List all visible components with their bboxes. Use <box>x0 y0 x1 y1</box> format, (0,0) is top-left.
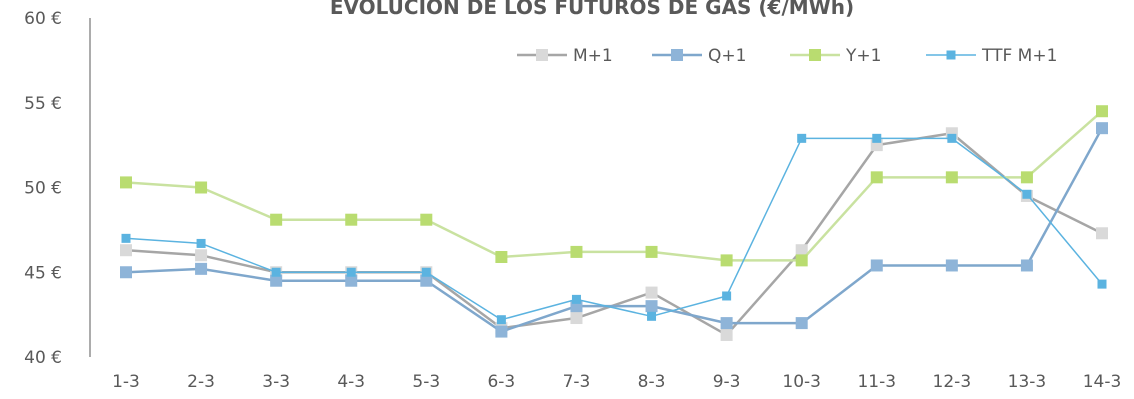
series-layer <box>120 105 1108 341</box>
series-point <box>1022 189 1032 199</box>
x-tick-label: 8-3 <box>638 372 666 392</box>
series-point <box>722 291 732 301</box>
series-point <box>195 249 208 262</box>
series-point <box>420 274 433 287</box>
series-group <box>121 133 1107 325</box>
y-tick-label: 60 € <box>24 9 62 29</box>
series-point <box>495 250 508 263</box>
legend: M+1 Q+1 Y+1 TTF M+1 <box>517 46 1057 66</box>
x-tick-label: 4-3 <box>337 372 365 392</box>
legend-label: M+1 <box>573 46 613 66</box>
series-line <box>125 110 1103 262</box>
x-tick-label: 12-3 <box>933 372 972 392</box>
legend-marker <box>671 49 683 61</box>
legend-marker <box>809 49 821 61</box>
x-axis-ticks: 1-3 2-3 3-3 4-3 5-3 6-3 7-3 8-3 9-3 10-3 11-3 12-3 1… <box>112 372 1121 392</box>
series-point <box>720 254 733 267</box>
series-line <box>125 137 1103 321</box>
series-point <box>795 317 808 330</box>
series-point <box>645 286 658 299</box>
legend-item: TTF M+1 <box>926 46 1057 66</box>
legend-label: Y+1 <box>845 46 881 66</box>
y-tick-label: 50 € <box>24 179 62 199</box>
series-point <box>720 328 733 341</box>
series-point <box>945 259 958 272</box>
series-point <box>571 294 581 304</box>
legend-label: Q+1 <box>708 46 746 66</box>
series-point <box>346 267 356 277</box>
series-point <box>870 259 883 272</box>
x-tick-label: 5-3 <box>412 372 440 392</box>
series-point <box>947 133 957 143</box>
series-point <box>195 262 208 275</box>
x-tick-label: 6-3 <box>487 372 515 392</box>
x-tick-label: 1-3 <box>112 372 140 392</box>
series-point <box>645 245 658 258</box>
x-tick-label: 10-3 <box>782 372 821 392</box>
chart-title: EVOLUCIÓN DE LOS FUTUROS DE GAS (€/MWh) <box>330 0 854 19</box>
series-point <box>120 266 132 279</box>
series-point <box>120 244 132 257</box>
x-tick-label: 14-3 <box>1083 372 1122 392</box>
y-tick-label: 45 € <box>24 263 62 283</box>
series-point <box>270 274 283 287</box>
series-point <box>196 238 206 248</box>
legend-item: M+1 <box>517 46 613 66</box>
x-tick-label: 11-3 <box>857 372 896 392</box>
series-line <box>125 127 1104 333</box>
series-group <box>120 127 1108 341</box>
legend-marker <box>536 49 548 61</box>
series-point <box>1096 122 1108 135</box>
series-point <box>647 311 657 321</box>
x-tick-label: 13-3 <box>1008 372 1047 392</box>
series-group <box>120 122 1108 338</box>
series-point <box>1096 227 1108 240</box>
series-point <box>570 312 583 325</box>
series-point <box>195 181 208 194</box>
series-point <box>870 171 883 184</box>
series-point <box>421 267 431 277</box>
series-point <box>495 325 508 338</box>
series-point <box>345 274 358 287</box>
series-point <box>1020 171 1033 184</box>
series-point <box>720 317 733 330</box>
series-point <box>1020 259 1033 272</box>
series-point <box>420 213 433 226</box>
series-point <box>797 133 807 143</box>
x-tick-label: 7-3 <box>563 372 591 392</box>
legend-marker <box>946 50 956 60</box>
legend-label: TTF M+1 <box>981 46 1057 66</box>
series-point <box>120 176 132 189</box>
series-point <box>570 245 583 258</box>
series-point <box>121 233 131 243</box>
series-point <box>345 213 358 226</box>
y-tick-label: 40 € <box>24 348 62 368</box>
legend-item: Y+1 <box>790 46 881 66</box>
legend-item: Q+1 <box>652 46 746 66</box>
series-point <box>872 133 882 143</box>
series-group <box>120 105 1108 267</box>
series-point <box>496 315 506 325</box>
series-point <box>645 300 658 313</box>
series-point <box>270 213 283 226</box>
series-point <box>1097 279 1107 289</box>
series-point <box>1096 105 1108 118</box>
x-tick-label: 3-3 <box>262 372 290 392</box>
series-line <box>125 132 1103 337</box>
x-tick-label: 9-3 <box>713 372 741 392</box>
series-point <box>795 244 808 257</box>
series-point <box>271 267 281 277</box>
series-point <box>795 254 808 267</box>
series-point <box>945 171 958 184</box>
x-tick-label: 2-3 <box>187 372 215 392</box>
y-tick-label: 55 € <box>24 94 62 114</box>
y-axis-ticks: 40 € 45 € 50 € 55 € 60 € <box>24 9 62 368</box>
